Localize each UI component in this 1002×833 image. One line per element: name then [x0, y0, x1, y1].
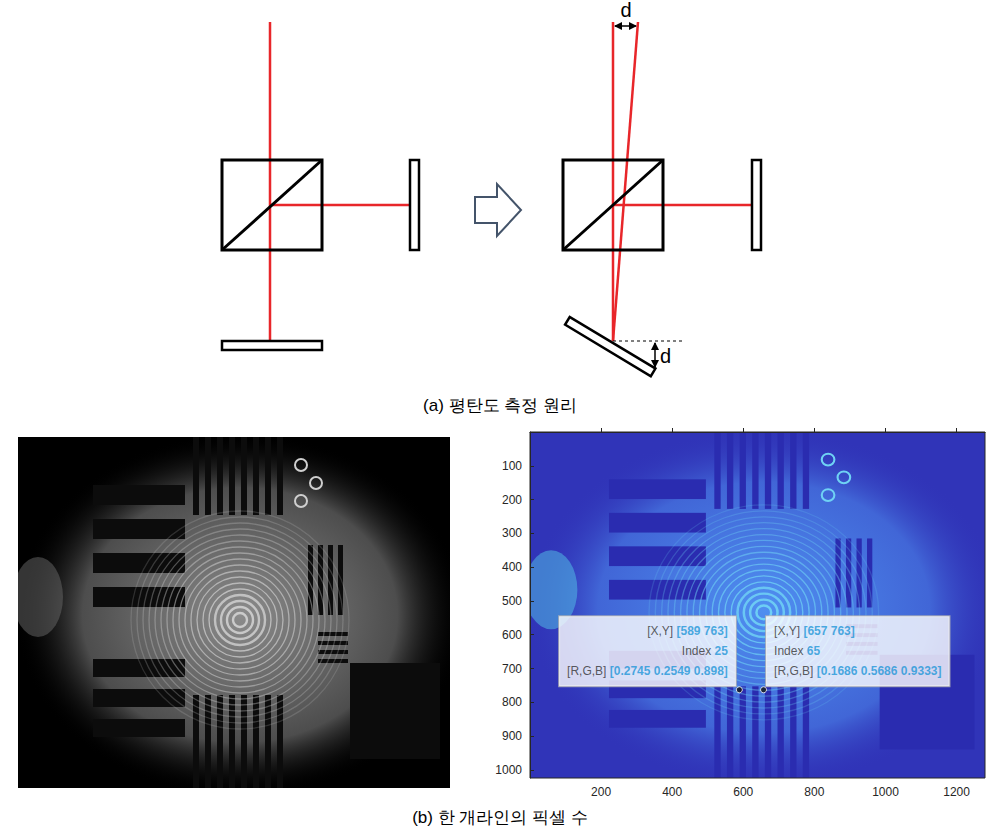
svg-text:Index: Index	[682, 644, 711, 658]
svg-text:200: 200	[502, 493, 522, 507]
svg-text:[X,Y]: [X,Y]	[647, 624, 673, 638]
svg-text:d: d	[620, 0, 631, 21]
svg-text:300: 300	[502, 526, 522, 540]
svg-text:100: 100	[502, 459, 522, 473]
svg-text:[R,G,B]: [R,G,B]	[567, 664, 606, 678]
svg-text:400: 400	[502, 560, 522, 574]
svg-text:(a) 평탄도 측정 원리: (a) 평탄도 측정 원리	[423, 396, 577, 415]
svg-text:Index: Index	[774, 644, 803, 658]
svg-text:(b) 한 개라인의 픽셀 수: (b) 한 개라인의 픽셀 수	[412, 808, 588, 827]
svg-text:[X,Y]: [X,Y]	[774, 624, 800, 638]
svg-text:800: 800	[804, 785, 824, 799]
svg-text:d: d	[660, 345, 671, 367]
svg-text:200: 200	[591, 785, 611, 799]
svg-text:65: 65	[807, 644, 821, 658]
svg-text:[589 763]: [589 763]	[676, 624, 727, 638]
svg-text:25: 25	[715, 644, 729, 658]
svg-text:[0.1686 0.5686 0.9333]: [0.1686 0.5686 0.9333]	[817, 664, 942, 678]
svg-text:[0.2745 0.2549 0.898]: [0.2745 0.2549 0.898]	[610, 664, 728, 678]
svg-text:600: 600	[502, 628, 522, 642]
svg-text:1200: 1200	[943, 785, 970, 799]
svg-text:600: 600	[733, 785, 753, 799]
svg-text:700: 700	[502, 662, 522, 676]
svg-text:[657 763]: [657 763]	[803, 624, 854, 638]
svg-text:800: 800	[502, 695, 522, 709]
svg-text:[R,G,B]: [R,G,B]	[774, 664, 813, 678]
svg-text:1000: 1000	[495, 763, 522, 777]
svg-text:500: 500	[502, 594, 522, 608]
svg-text:1000: 1000	[872, 785, 899, 799]
svg-text:900: 900	[502, 729, 522, 743]
svg-text:400: 400	[662, 785, 682, 799]
